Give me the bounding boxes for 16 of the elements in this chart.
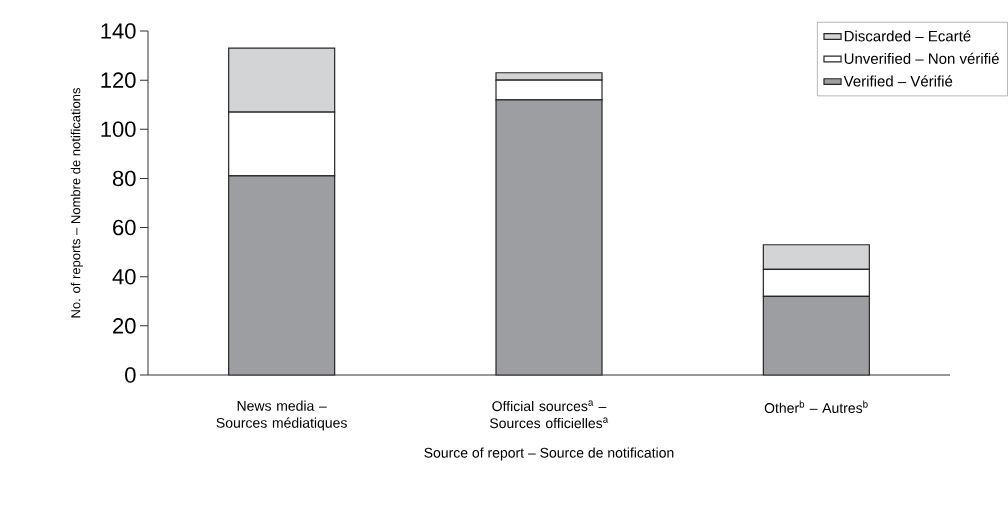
x-tick-label: Official sources$^{a}$ – Sources officielles$^{a}$ [490, 400, 609, 429]
y-tick-label: 100 [101, 121, 136, 138]
y-tick-label: 40 [112, 268, 136, 285]
x-tick-label: Other$^{b}$ – Autres$^{b}$ [764, 400, 868, 413]
legend-label: Discarded – Ecarté [844, 30, 971, 42]
y-tick-label: 120 [101, 72, 136, 88]
y-axis-title: No. of reports – Nombre de notifications [70, 88, 83, 318]
x-axis-title: Source of report – Source de notification [424, 447, 674, 461]
y-tick-label: 80 [112, 170, 136, 187]
legend-label: Unverified – Non vérifié [844, 52, 999, 64]
y-tick-label: 140 [101, 23, 136, 39]
y-tick-label: 20 [113, 318, 136, 334]
x-tick-label: News media – Sources médiatiques [216, 400, 347, 431]
y-tick-label: 0 [125, 367, 136, 383]
y-tick-label: 60 [113, 219, 136, 236]
legend-label: Verified – Vérifié [843, 75, 953, 87]
